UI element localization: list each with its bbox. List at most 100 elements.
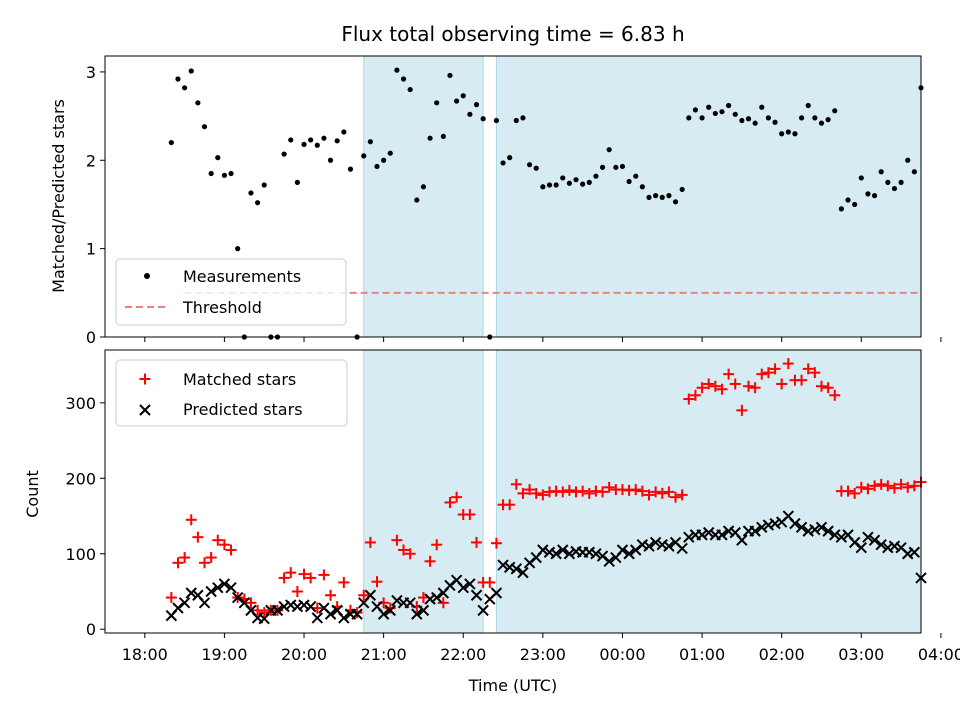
matched-star-point-5	[199, 557, 211, 569]
x-tick-label-9: 03:00	[838, 645, 884, 664]
top-y-axis-label: Matched/Predicted stars	[49, 99, 68, 293]
predicted-star-point-64	[590, 548, 602, 560]
predicted-star-point-5	[198, 597, 211, 609]
predicted-star-point-26	[338, 612, 350, 624]
measurement-point-31	[374, 163, 380, 170]
measurement-point-44	[460, 93, 466, 99]
predicted-star-point-28	[351, 608, 363, 620]
measurement-point-33	[387, 150, 393, 156]
predicted-star-point-3	[185, 587, 197, 599]
matched-star-point-38	[417, 592, 429, 604]
measurement-point-24	[327, 157, 334, 163]
bottom-y-tick-label-3: 300	[65, 394, 96, 413]
legend-predicted-label: Predicted stars	[183, 400, 303, 419]
predicted-star-point-32	[377, 608, 390, 620]
predicted-star-point-89	[756, 521, 768, 534]
matched-star-point-88	[749, 382, 761, 394]
predicted-star-point-53	[517, 566, 529, 579]
measurement-point-107	[878, 169, 884, 175]
measurement-point-30	[367, 139, 373, 145]
measurement-point-43	[454, 98, 460, 104]
top-shaded-interval-1	[495, 55, 922, 338]
measurement-point-75	[666, 193, 672, 199]
measurement-point-40	[434, 100, 440, 106]
measurement-point-89	[759, 104, 765, 110]
matched-star-point-100	[829, 389, 841, 401]
matched-star-point-90	[762, 367, 774, 379]
matched-star-point-9	[225, 544, 237, 556]
matched-star-point-78	[683, 393, 695, 405]
x-tick-label-4: 22:00	[440, 645, 486, 664]
predicted-star-point-59	[557, 544, 569, 556]
measurement-point-100	[832, 108, 838, 114]
matched-star-point-112	[908, 480, 920, 492]
matched-star-point-4	[192, 531, 204, 543]
measurement-point-3	[188, 68, 194, 74]
matched-star-point-103	[849, 487, 861, 499]
predicted-star-point-105	[862, 531, 874, 543]
matched-star-point-97	[809, 367, 821, 379]
matched-star-point-106	[869, 480, 881, 492]
predicted-star-point-60	[563, 548, 576, 560]
x-tick-label-10: 04:00	[918, 645, 960, 664]
measurement-point-96	[805, 102, 811, 109]
predicted-star-point-100	[829, 529, 841, 541]
measurement-point-76	[672, 199, 679, 205]
measurement-point-111	[905, 157, 911, 163]
measurement-point-62	[580, 181, 586, 187]
measurement-point-66	[606, 147, 612, 153]
predicted-star-point-69	[623, 548, 635, 560]
matched-star-point-102	[842, 485, 854, 497]
predicted-star-point-9	[225, 582, 237, 594]
measurement-point-91	[772, 119, 778, 125]
measurement-point-27	[347, 166, 354, 172]
bottom-panel: 0 100 200 300 18:00 19:00 20:00 21:00 22:00 23:0…	[65, 349, 960, 664]
matched-star-point-72	[643, 489, 655, 501]
top-plot-frame	[104, 55, 922, 338]
predicted-star-point-7	[212, 582, 224, 594]
predicted-star-point-21	[304, 600, 317, 613]
measurement-point-95	[798, 115, 805, 121]
matched-star-point-13	[252, 604, 264, 616]
bottom-x-axis: 18:00 19:00 20:00 21:00 22:00 23:00 00:00 01:00…	[122, 633, 960, 664]
measurement-point-19	[294, 179, 300, 185]
predicted-star-point-80	[696, 529, 708, 541]
legend-measurements-marker	[144, 273, 150, 279]
top-y-tick-label-2: 2	[86, 151, 96, 170]
x-tick-label-5: 23:00	[520, 645, 566, 664]
predicted-star-point-51	[503, 561, 516, 574]
matched-star-point-51	[504, 499, 516, 511]
matched-star-point-36	[404, 548, 416, 560]
predicted-star-point-91	[769, 517, 781, 530]
top-y-tick-label-3: 3	[86, 63, 96, 82]
matched-star-point-82	[709, 380, 721, 392]
matched-star-point-71	[636, 485, 648, 497]
matched-star-point-56	[537, 489, 549, 501]
matched-star-point-2	[179, 552, 191, 564]
legend-threshold-label: Threshold	[182, 298, 262, 317]
matched-star-point-19	[291, 585, 303, 597]
matched-star-point-12	[245, 597, 257, 609]
x-tick-label-3: 21:00	[361, 645, 407, 664]
predicted-star-point-75	[663, 540, 675, 552]
measurement-point-47	[480, 116, 486, 122]
matched-star-point-60	[563, 484, 575, 496]
top-y-tick-label-1: 1	[86, 240, 96, 259]
predicted-star-point-46	[470, 589, 483, 601]
measurement-point-90	[765, 115, 772, 121]
measurement-point-110	[898, 179, 904, 185]
matched-star-point-29	[358, 589, 370, 601]
top-legend: Measurements Threshold	[115, 258, 347, 326]
matched-star-point-85	[729, 378, 741, 390]
predicted-star-point-83	[716, 529, 728, 541]
matched-star-point-39	[424, 555, 436, 567]
predicted-star-point-90	[762, 519, 775, 531]
measurement-point-71	[639, 184, 645, 190]
top-y-axis: 0 1 2 3	[86, 63, 105, 347]
measurement-point-35	[400, 76, 407, 82]
matched-star-point-77	[676, 489, 688, 501]
predicted-star-point-94	[789, 517, 801, 530]
predicted-star-point-47	[477, 604, 489, 617]
predicted-star-point-86	[736, 534, 748, 546]
bottom-y-axis-label: Count	[23, 470, 42, 518]
